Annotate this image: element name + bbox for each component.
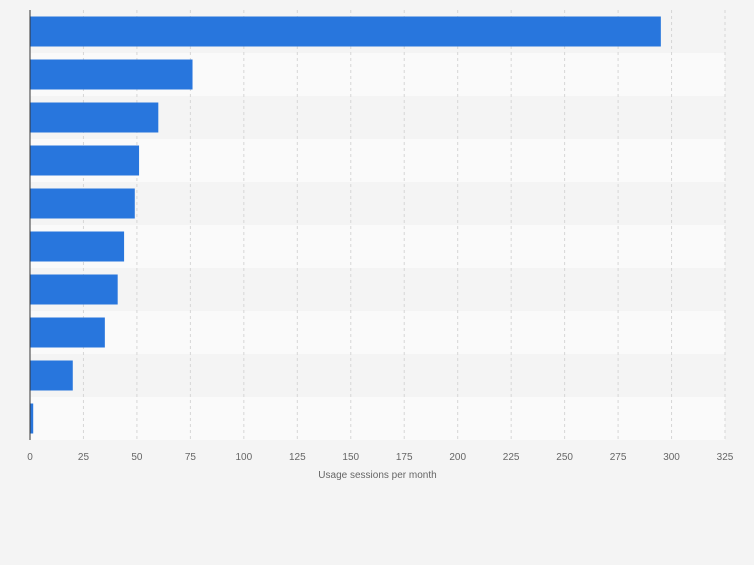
x-tick-label: 200 (449, 452, 466, 463)
bar[interactable] (30, 145, 140, 176)
x-axis-label: Usage sessions per month (318, 470, 436, 481)
bar[interactable] (30, 188, 135, 219)
row-band (30, 182, 725, 225)
bar[interactable] (30, 16, 661, 47)
bar[interactable] (30, 231, 125, 262)
x-tick-label: 25 (78, 452, 90, 463)
row-band (30, 268, 725, 311)
row-bands (30, 10, 725, 440)
bar[interactable] (30, 102, 159, 133)
x-tick-label: 175 (396, 452, 413, 463)
x-tick-label: 250 (556, 452, 573, 463)
x-tick-label: 75 (185, 452, 197, 463)
x-tick-label: 125 (289, 452, 306, 463)
x-tick-label: 225 (503, 452, 520, 463)
x-tick-label: 50 (131, 452, 143, 463)
x-tick-label: 0 (27, 452, 33, 463)
bar[interactable] (30, 360, 73, 391)
bar[interactable] (30, 59, 193, 90)
row-band (30, 354, 725, 397)
row-band (30, 397, 725, 440)
x-tick-label: 100 (236, 452, 253, 463)
x-tick-labels: 0 25 50 75 100 125 150 175 200 225 250 275 300 325 (27, 452, 734, 463)
bars (30, 16, 661, 434)
x-tick-label: 150 (342, 452, 359, 463)
x-tick-label: 275 (610, 452, 627, 463)
row-band (30, 139, 725, 182)
row-band (30, 225, 725, 268)
bar[interactable] (30, 317, 105, 348)
bar[interactable] (30, 403, 34, 434)
x-tick-label: 300 (663, 452, 680, 463)
bar[interactable] (30, 274, 118, 305)
x-tick-label: 325 (717, 452, 734, 463)
row-band (30, 311, 725, 354)
